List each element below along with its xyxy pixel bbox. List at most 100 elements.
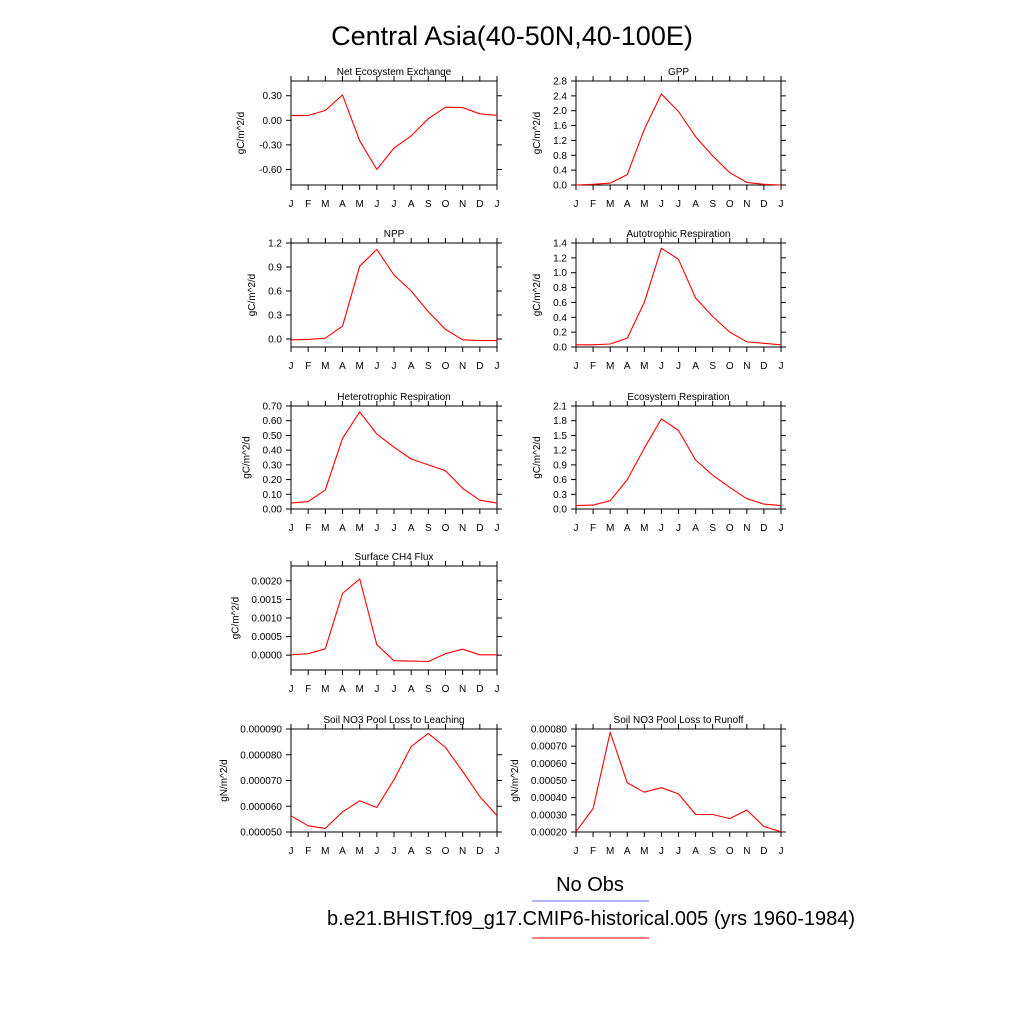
y-tick-label: 0.4 (553, 166, 567, 177)
y-tick-label: -0.60 (259, 165, 282, 176)
x-tick-label: J (495, 684, 500, 695)
y-axis-label: gC/m^2/d (532, 436, 543, 479)
x-tick-label: J (374, 846, 379, 857)
x-tick-label: S (709, 846, 716, 857)
panel-title: Ecosystem Respiration (627, 392, 729, 403)
x-tick-label: O (442, 199, 450, 210)
x-tick-label: J (779, 199, 784, 210)
x-tick-label: M (606, 199, 614, 210)
x-tick-label: J (392, 523, 397, 534)
y-tick-label: 0.0010 (251, 614, 282, 625)
x-tick-label: S (709, 523, 716, 534)
y-tick-label: 0.00070 (531, 742, 568, 753)
x-tick-label: M (606, 523, 614, 534)
x-tick-label: A (408, 361, 415, 372)
x-tick-label: O (442, 846, 450, 857)
x-tick-label: M (321, 846, 329, 857)
x-tick-label: M (606, 846, 614, 857)
panel-title: Autotrophic Respiration (627, 229, 731, 240)
x-tick-label: J (659, 846, 664, 857)
y-axis-label: gN/m^2/d (510, 759, 521, 802)
series-line (290, 732, 498, 829)
x-tick-label: F (305, 361, 311, 372)
y-tick-label: 0.0 (268, 335, 282, 346)
y-tick-label: 0.2 (553, 328, 567, 339)
x-tick-label: J (659, 361, 664, 372)
legend: No Obs b.e21.BHIST.f09_g17.CMIP6-histori… (327, 874, 855, 939)
x-tick-label: D (476, 361, 483, 372)
x-tick-label: D (760, 846, 767, 857)
y-tick-label: 0.000060 (240, 802, 282, 813)
x-tick-label: J (289, 523, 294, 534)
x-tick-label: J (574, 523, 579, 534)
panel-title: Surface CH4 Flux (355, 552, 434, 563)
y-axis-label: gC/m^2/d (236, 112, 247, 155)
x-tick-label: J (374, 199, 379, 210)
y-tick-label: 0.00 (263, 116, 283, 127)
x-tick-label: A (624, 846, 631, 857)
y-tick-label: 0.3 (553, 490, 567, 501)
x-tick-label: M (321, 684, 329, 695)
y-tick-label: 0.0000 (251, 651, 282, 662)
x-tick-label: F (590, 846, 596, 857)
x-tick-label: O (726, 199, 734, 210)
y-tick-label: 0.4 (553, 313, 567, 324)
x-tick-label: S (425, 846, 432, 857)
x-tick-label: M (321, 361, 329, 372)
x-tick-label: M (606, 361, 614, 372)
x-tick-label: O (442, 361, 450, 372)
x-tick-label: N (743, 846, 750, 857)
y-tick-label: 0.30 (263, 91, 283, 102)
x-tick-label: J (574, 846, 579, 857)
x-tick-label: J (574, 361, 579, 372)
x-tick-label: M (321, 523, 329, 534)
y-tick-label: 1.5 (553, 431, 567, 442)
panel-title: NPP (384, 229, 405, 240)
y-axis-label: gN/m^2/d (219, 759, 230, 802)
x-tick-label: A (624, 523, 631, 534)
x-tick-label: D (476, 199, 483, 210)
series-line (290, 411, 498, 504)
x-tick-label: J (574, 199, 579, 210)
y-tick-label: 0.0 (553, 505, 567, 516)
y-tick-label: 0.0 (553, 343, 567, 354)
x-tick-label: A (408, 684, 415, 695)
x-tick-label: D (476, 684, 483, 695)
x-tick-label: N (743, 361, 750, 372)
x-tick-label: N (459, 684, 466, 695)
y-tick-label: 0.30 (263, 460, 283, 471)
x-tick-label: S (709, 361, 716, 372)
y-tick-label: 1.0 (553, 268, 567, 279)
y-tick-label: 0.70 (263, 402, 283, 413)
x-tick-label: J (676, 523, 681, 534)
x-tick-label: F (590, 199, 596, 210)
y-tick-label: 2.4 (553, 91, 567, 102)
x-tick-label: J (676, 199, 681, 210)
x-tick-label: J (495, 199, 500, 210)
x-tick-label: A (692, 846, 699, 857)
y-tick-label: 2.0 (553, 106, 567, 117)
x-tick-label: N (743, 199, 750, 210)
y-tick-label: 0.60 (263, 416, 283, 427)
y-tick-label: 1.2 (553, 136, 567, 147)
x-tick-label: D (760, 523, 767, 534)
y-tick-label: 1.8 (553, 416, 567, 427)
x-tick-label: S (425, 199, 432, 210)
y-tick-label: 0.000090 (240, 725, 282, 736)
x-tick-label: M (640, 846, 648, 857)
x-tick-label: J (779, 361, 784, 372)
series-line (576, 247, 782, 346)
series-line (291, 94, 498, 170)
y-tick-label: 0.000070 (240, 776, 282, 787)
y-tick-label: 0.40 (263, 446, 283, 457)
x-tick-label: M (640, 361, 648, 372)
x-tick-label: J (659, 523, 664, 534)
y-tick-label: 0.0 (553, 181, 567, 192)
y-tick-label: 0.00 (263, 505, 283, 516)
x-tick-label: N (459, 523, 466, 534)
x-tick-label: F (305, 199, 311, 210)
x-tick-label: M (355, 684, 363, 695)
